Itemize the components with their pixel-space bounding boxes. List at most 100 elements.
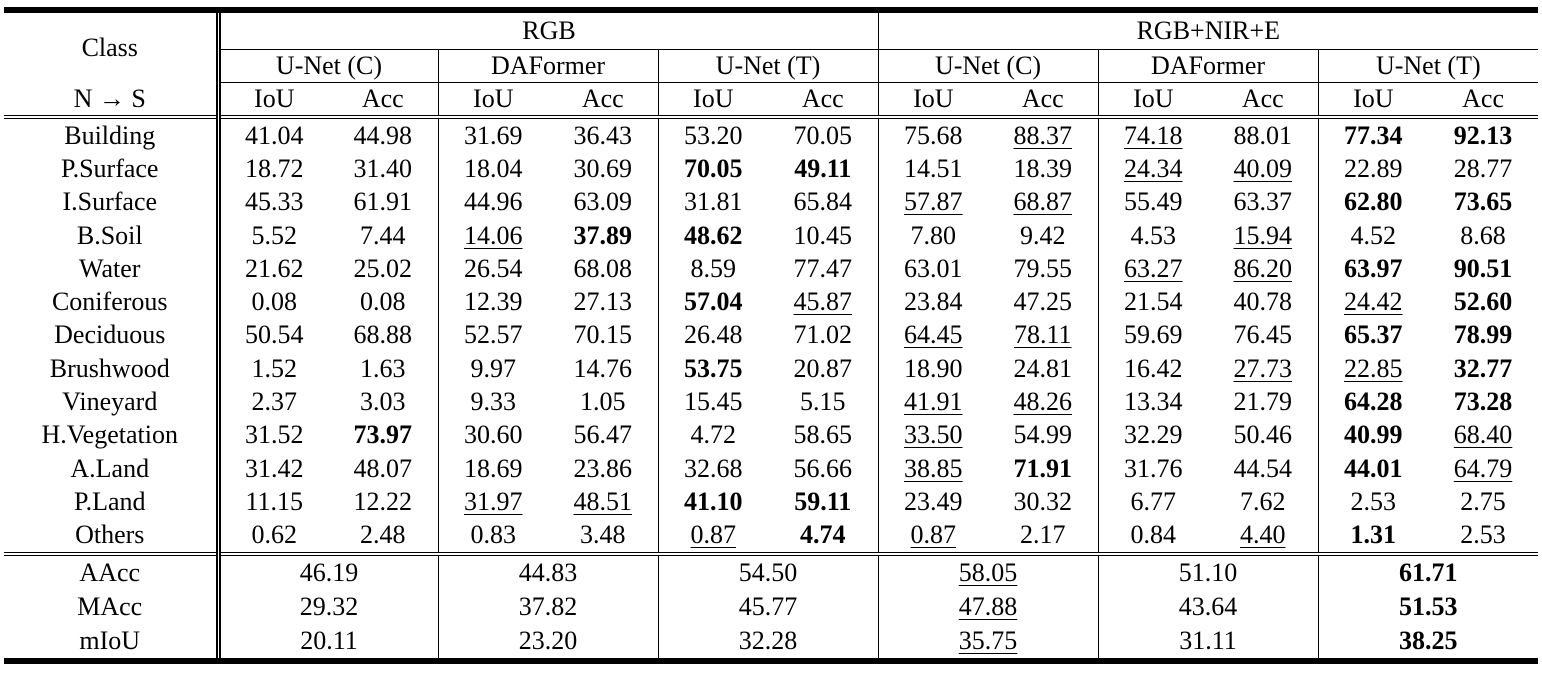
cell-text: IoU: [913, 84, 954, 113]
value-cell: 68.08: [548, 252, 658, 285]
cell-text: U-Net (C): [275, 51, 383, 80]
class-name: P.Surface: [4, 152, 221, 186]
value-cell: 78.11: [988, 319, 1098, 352]
summary-cell: 45.77: [657, 589, 879, 624]
cell-text: 32.68: [684, 453, 743, 483]
table-row: Water 21.62 25.02 26.54 68.08 8.59 77.47 63.01 7…: [4, 252, 1538, 286]
table-body: Building 41.04 44.98 31.69 36.43 53.20 70.05 75…: [4, 117, 1539, 556]
summary-cell: 46.19: [218, 554, 438, 590]
class-name: A.Land: [4, 451, 221, 486]
cell-text: 62.80: [1344, 187, 1403, 217]
value-cell: 59.11: [768, 485, 878, 518]
value-cell: 5.52: [218, 219, 328, 252]
cell-text: 0.87: [910, 520, 957, 550]
cell-text: 27.73: [1233, 353, 1293, 383]
metric-name: AAcc: [4, 553, 221, 590]
value-cell: 0.08: [328, 285, 438, 318]
summary-cell: 61.71: [1317, 553, 1539, 590]
value-cell: 63.97: [1317, 252, 1429, 286]
model-header: U-Net (T): [1317, 49, 1539, 83]
value-cell: 33.50: [877, 418, 989, 452]
cell-text: 90.51: [1453, 253, 1513, 283]
cell-text: 86.20: [1233, 253, 1293, 283]
cell-text: 44.01: [1344, 453, 1403, 483]
value-cell: 38.85: [877, 451, 989, 486]
cell-text: U-Net (T): [1375, 51, 1481, 80]
value-cell: 64.45: [877, 318, 989, 353]
summary-row: mIoU 20.11 23.20 32.28 35.75 31.11 38.25: [4, 623, 1539, 664]
cell-text: 65.37: [1344, 320, 1403, 350]
class-name: Deciduous: [4, 318, 221, 353]
cell-text: 57.04: [684, 287, 743, 317]
cell-text: 40.09: [1233, 153, 1293, 183]
cell-text: 35.75: [958, 625, 1018, 655]
summary-cell: 38.25: [1317, 623, 1539, 664]
value-cell: 40.78: [1208, 285, 1318, 318]
cell-text: 7.44: [360, 220, 406, 250]
header-row: N → S IoU Acc IoU Acc IoU Acc IoU Acc IoU Acc IoU A…: [4, 82, 1539, 119]
cell-text: 44.83: [518, 557, 578, 587]
table-row: B.Soil 5.52 7.44 14.06 37.89 48.62 10.45 7.80 9.…: [4, 218, 1538, 253]
cell-text: 32.77: [1453, 353, 1513, 383]
class-name: Vineyard: [4, 385, 221, 419]
value-cell: 2.75: [1428, 485, 1538, 518]
cell-text: 44.96: [464, 187, 523, 217]
value-cell: 8.59: [657, 252, 768, 286]
cell-text: 0.83: [470, 520, 517, 550]
header-row: U-Net (C) DAFormer U-Net (T) U-Net (C) DAFor…: [4, 49, 1539, 83]
value-cell: 44.01: [1317, 451, 1429, 486]
value-cell: 31.81: [657, 185, 768, 219]
cell-text: 20.87: [793, 353, 853, 383]
value-cell: 79.55: [988, 252, 1098, 285]
cell-text: 56.66: [793, 453, 853, 483]
cell-text: 63.09: [573, 187, 633, 217]
value-cell: 0.87: [877, 518, 989, 556]
value-cell: 90.51: [1428, 252, 1538, 285]
value-cell: 4.72: [657, 418, 768, 452]
summary-cell: 51.53: [1317, 589, 1539, 624]
metric-header: Acc: [1208, 82, 1319, 119]
summary-cell: 37.82: [437, 589, 658, 624]
table-row: Building 41.04 44.98 31.69 36.43 53.20 70.05 75…: [4, 117, 1538, 153]
value-cell: 9.33: [437, 385, 548, 419]
value-cell: 7.44: [328, 219, 438, 252]
summary-cell: 58.05: [877, 553, 1099, 590]
value-cell: 30.60: [437, 418, 548, 452]
table-row: A.Land 31.42 48.07 18.69 23.86 32.68 56.66 38.8…: [4, 451, 1538, 486]
cell-text: 73.97: [353, 420, 413, 450]
cell-text: U-Net (T): [715, 51, 821, 80]
metric-header: Acc: [988, 82, 1099, 119]
cell-text: 4.52: [1350, 220, 1397, 250]
value-cell: 14.76: [548, 352, 658, 385]
cell-text: 27.13: [573, 287, 633, 317]
cell-text: 73.65: [1453, 187, 1513, 217]
cell-text: 18.72: [245, 153, 304, 183]
value-cell: 32.77: [1428, 352, 1538, 385]
cell-text: 64.45: [904, 320, 963, 350]
value-cell: 49.11: [768, 152, 878, 185]
cell-text: 24.42: [1344, 287, 1403, 317]
cell-text: 1.31: [1350, 520, 1397, 550]
summary-cell: 35.75: [877, 623, 1099, 664]
cell-text: 5.15: [800, 387, 846, 417]
value-cell: 21.62: [218, 252, 328, 285]
value-cell: 68.88: [328, 319, 438, 352]
value-cell: 88.37: [988, 117, 1098, 152]
value-cell: 63.09: [548, 186, 658, 219]
metric-header: Acc: [1428, 82, 1539, 119]
cell-text: 70.15: [573, 320, 633, 350]
cell-text: DAFormer: [490, 51, 606, 80]
value-cell: 77.34: [1317, 117, 1429, 153]
cell-text: P.Surface: [61, 153, 159, 183]
table-row: Deciduous 50.54 68.88 52.57 70.15 26.48 71.02 6…: [4, 318, 1538, 353]
table-row: Brushwood 1.52 1.63 9.97 14.76 53.75 20.87 18.9…: [4, 352, 1538, 386]
cell-text: 64.28: [1344, 387, 1403, 417]
cell-text: Coniferous: [51, 287, 168, 317]
value-cell: 20.87: [768, 352, 878, 385]
value-cell: 5.15: [768, 385, 878, 418]
model-header: U-Net (C): [877, 49, 1099, 83]
cell-text: 13.34: [1124, 387, 1183, 417]
cell-text: 5.52: [251, 220, 298, 250]
cell-text: 75.68: [904, 120, 963, 150]
results-table: Class RGB RGB+NIR+E U-Net (C) DAFormer U-N…: [4, 7, 1539, 664]
